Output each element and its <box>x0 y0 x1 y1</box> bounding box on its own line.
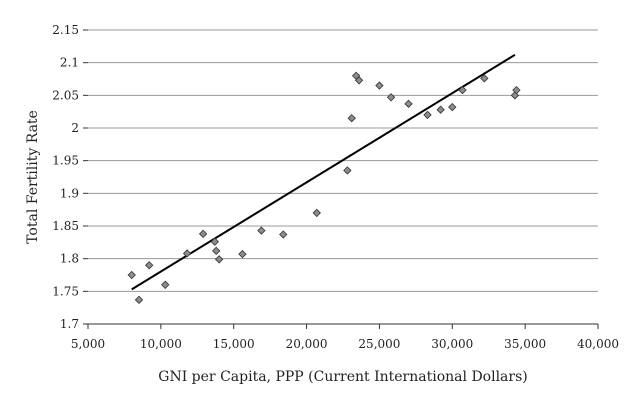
y-tick-label: 1.85 <box>52 219 79 233</box>
data-point <box>182 249 192 258</box>
axes <box>83 29 599 329</box>
data-point <box>448 102 457 112</box>
y-tick-label: 1.9 <box>60 186 79 200</box>
data-point <box>375 81 384 90</box>
data-points <box>127 71 521 304</box>
data-point <box>145 261 154 270</box>
data-point <box>127 270 136 280</box>
x-tick-label: 5,000 <box>71 337 105 351</box>
x-axis-title: GNI per Capita, PPP (Current Internation… <box>158 369 527 385</box>
x-tick-label: 15,000 <box>213 337 255 351</box>
y-tick-label: 2.15 <box>52 23 79 37</box>
trendline-layer <box>131 53 516 291</box>
x-tick-label: 20,000 <box>286 337 328 351</box>
x-tick-label: 35,000 <box>504 337 546 351</box>
y-tick-label: 1.8 <box>60 252 79 266</box>
x-tick-label: 30,000 <box>431 337 473 351</box>
data-point <box>257 226 266 235</box>
data-point <box>214 255 224 264</box>
data-point <box>386 93 396 102</box>
x-tick-label: 10,000 <box>140 337 182 351</box>
data-point <box>210 237 219 246</box>
tick-labels: 1.7 1.75 1.8 1.85 1.9 1.95 2 2.05 2.1 2.15 5,000 10… <box>52 23 619 351</box>
y-tick-label: 1.95 <box>52 154 79 168</box>
data-point <box>312 208 321 218</box>
data-point <box>161 280 170 289</box>
y-tick-label: 1.75 <box>52 284 79 298</box>
y-tick-label: 1.7 <box>60 317 79 331</box>
data-point <box>458 85 467 95</box>
y-axis-title: Total Fertility Rate <box>25 110 41 244</box>
data-point <box>343 166 352 175</box>
data-point <box>354 76 364 85</box>
data-point <box>512 85 521 95</box>
data-point <box>198 229 208 239</box>
y-tick-label: 2.05 <box>52 88 79 102</box>
x-tick-label: 40,000 <box>577 337 619 351</box>
trendline <box>131 53 516 291</box>
data-point <box>279 230 288 239</box>
y-tick-label: 2.1 <box>60 56 79 70</box>
data-point <box>238 249 247 259</box>
data-point <box>404 99 413 108</box>
data-point <box>480 74 489 83</box>
data-point <box>423 110 432 120</box>
data-point <box>212 246 221 255</box>
data-point <box>134 295 144 304</box>
data-point <box>436 105 445 114</box>
data-point <box>510 91 520 100</box>
x-tick-label: 25,000 <box>358 337 400 351</box>
y-tick-label: 2 <box>71 121 79 135</box>
data-point <box>347 114 356 123</box>
